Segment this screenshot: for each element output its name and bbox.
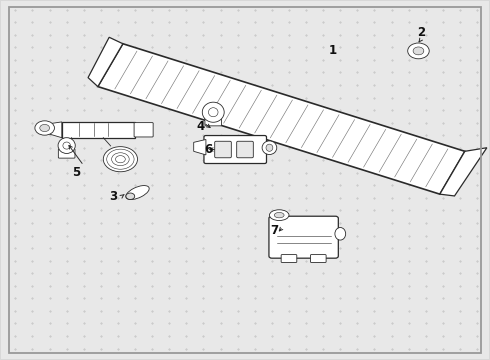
Text: 3: 3	[109, 190, 117, 203]
Text: 1: 1	[329, 44, 337, 57]
Ellipse shape	[58, 138, 75, 153]
Text: 6: 6	[204, 143, 213, 156]
FancyBboxPatch shape	[215, 141, 231, 158]
Polygon shape	[194, 139, 206, 155]
Text: 5: 5	[73, 166, 80, 179]
Polygon shape	[88, 37, 123, 86]
Polygon shape	[98, 44, 465, 194]
Circle shape	[103, 147, 138, 172]
Circle shape	[40, 125, 49, 132]
Ellipse shape	[274, 212, 284, 218]
FancyBboxPatch shape	[205, 117, 221, 126]
Ellipse shape	[335, 228, 345, 240]
Ellipse shape	[270, 210, 289, 221]
FancyBboxPatch shape	[204, 135, 267, 163]
Polygon shape	[45, 122, 62, 138]
FancyBboxPatch shape	[62, 122, 135, 138]
Ellipse shape	[126, 193, 135, 199]
Ellipse shape	[126, 185, 149, 199]
Ellipse shape	[202, 102, 224, 122]
FancyBboxPatch shape	[237, 141, 253, 158]
Text: 2: 2	[417, 27, 425, 40]
Text: 4: 4	[197, 120, 205, 133]
Ellipse shape	[262, 141, 277, 154]
FancyBboxPatch shape	[281, 255, 297, 262]
FancyBboxPatch shape	[58, 149, 75, 158]
Polygon shape	[440, 148, 487, 196]
FancyBboxPatch shape	[311, 255, 326, 262]
FancyBboxPatch shape	[134, 123, 153, 137]
Circle shape	[413, 47, 424, 55]
Text: 7: 7	[270, 224, 278, 237]
Circle shape	[408, 43, 429, 59]
FancyBboxPatch shape	[269, 216, 338, 258]
Circle shape	[35, 121, 54, 135]
Ellipse shape	[266, 144, 273, 151]
